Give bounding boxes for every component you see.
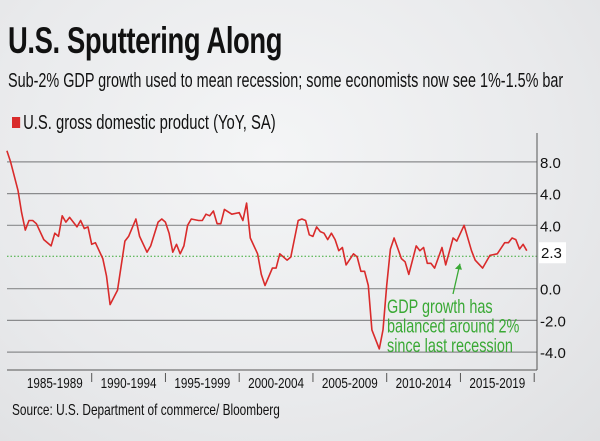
y-tick-label: 4.0	[540, 218, 561, 235]
annotation-arrowhead-icon	[454, 263, 462, 270]
series-line-gdp	[6, 150, 528, 350]
source-note: Source: U.S. Department of commerce/ Blo…	[12, 402, 280, 419]
legend-label: U.S. gross domestic product (YoY, SA)	[23, 112, 276, 134]
gridlines	[7, 161, 537, 353]
y-tick-label: 8.0	[540, 155, 561, 172]
annotation-text: balanced around 2%	[387, 316, 519, 337]
x-tick-label: 2000-2004	[248, 375, 304, 392]
x-tick-label: 2015-2019	[469, 375, 525, 392]
annotation-text: since last recession	[387, 335, 513, 356]
x-tick-label: 1990-1994	[101, 375, 157, 392]
y-tick-labels: 8.0 4.0 4.0 0.0 -2.0 -4.0	[540, 155, 566, 362]
x-tick-label: 1995-1999	[174, 375, 230, 392]
chart-title: U.S. Sputtering Along	[8, 20, 283, 61]
y-tick-label: 0.0	[540, 282, 561, 299]
reference-label: 2.3	[541, 245, 562, 262]
legend: U.S. gross domestic product (YoY, SA)	[12, 112, 276, 135]
y-tick-label: -2.0	[540, 313, 566, 330]
legend-swatch	[12, 117, 21, 128]
x-tick-label: 2010-2014	[396, 375, 452, 392]
x-tick-label: 1985-1989	[27, 375, 83, 392]
x-tick-label: 2005-2009	[322, 375, 378, 392]
chart-subtitle: Sub-2% GDP growth used to mean recession…	[8, 70, 564, 92]
y-tick-label: 4.0	[540, 187, 561, 204]
reference-label-box	[539, 242, 566, 264]
axes	[7, 133, 538, 371]
y-tick-label: -4.0	[540, 345, 566, 362]
x-tick-labels: 1985-1989 1990-1994 1995-1999 2000-2004 2005…	[27, 373, 535, 392]
annotation-text: GDP growth has	[387, 296, 493, 317]
